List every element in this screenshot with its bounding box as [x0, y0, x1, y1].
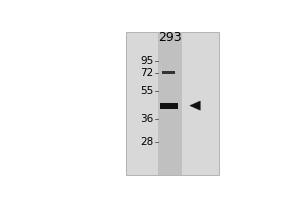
Bar [160, 103, 178, 109]
Text: 293: 293 [158, 31, 182, 44]
Bar [163, 71, 175, 74]
Text: 36: 36 [140, 114, 154, 124]
Text: 28: 28 [140, 137, 154, 147]
Text: 72: 72 [140, 68, 154, 78]
Text: 95: 95 [140, 56, 154, 66]
Bar [126, 32, 219, 175]
Text: 55: 55 [140, 86, 154, 96]
Polygon shape [190, 101, 200, 110]
Bar [158, 32, 182, 175]
